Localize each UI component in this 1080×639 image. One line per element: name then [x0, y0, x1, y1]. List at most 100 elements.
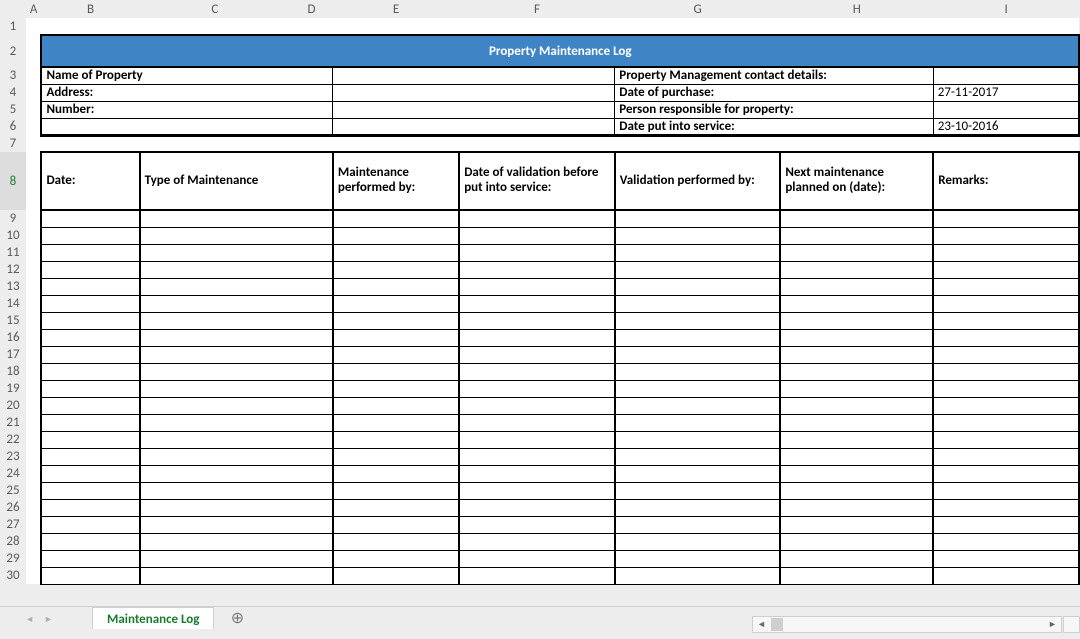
- column-header-F[interactable]: F: [459, 0, 615, 18]
- log-cell-r17-c1[interactable]: [140, 346, 333, 363]
- info-left-value-4[interactable]: [333, 84, 615, 101]
- info-left-label-3[interactable]: Name of Property: [41, 67, 332, 84]
- log-cell-r18-c3[interactable]: [459, 363, 615, 380]
- log-cell-r13-c3[interactable]: [459, 278, 615, 295]
- info-right-value-3[interactable]: [933, 67, 1079, 84]
- column-header-G[interactable]: G: [615, 0, 781, 18]
- log-cell-r24-c0[interactable]: [41, 465, 139, 482]
- log-cell-r14-c6[interactable]: [933, 295, 1079, 312]
- log-cell-r30-c3[interactable]: [459, 567, 615, 584]
- column-header-C[interactable]: C: [140, 0, 291, 18]
- log-cell-r24-c5[interactable]: [780, 465, 933, 482]
- info-left-label-5[interactable]: Number:: [41, 101, 332, 118]
- log-cell-r30-c1[interactable]: [140, 567, 333, 584]
- log-cell-r20-c5[interactable]: [780, 397, 933, 414]
- log-cell-r26-c3[interactable]: [459, 499, 615, 516]
- log-cell-r9-c0[interactable]: [41, 210, 139, 227]
- log-header-4[interactable]: Validation performed by:: [615, 152, 781, 210]
- log-header-1[interactable]: Type of Maintenance: [140, 152, 333, 210]
- log-cell-r17-c4[interactable]: [615, 346, 781, 363]
- log-cell-r24-c3[interactable]: [459, 465, 615, 482]
- cell-A15[interactable]: [26, 312, 42, 329]
- column-header-B[interactable]: B: [41, 0, 139, 18]
- log-cell-r12-c3[interactable]: [459, 261, 615, 278]
- log-cell-r11-c5[interactable]: [780, 244, 933, 261]
- log-cell-r19-c1[interactable]: [140, 380, 333, 397]
- row-header-3[interactable]: 3: [0, 67, 26, 84]
- info-right-value-5[interactable]: [933, 101, 1079, 118]
- log-cell-r26-c6[interactable]: [933, 499, 1079, 516]
- cell-A23[interactable]: [26, 448, 42, 465]
- log-cell-r20-c1[interactable]: [140, 397, 333, 414]
- log-cell-r12-c4[interactable]: [615, 261, 781, 278]
- log-cell-r15-c5[interactable]: [780, 312, 933, 329]
- log-cell-r15-c2[interactable]: [333, 312, 459, 329]
- log-cell-r9-c5[interactable]: [780, 210, 933, 227]
- row-header-26[interactable]: 26: [0, 499, 26, 516]
- log-cell-r26-c4[interactable]: [615, 499, 781, 516]
- cell-A22[interactable]: [26, 431, 42, 448]
- log-cell-r15-c1[interactable]: [140, 312, 333, 329]
- blank-row-1[interactable]: [41, 18, 1079, 35]
- log-cell-r21-c2[interactable]: [333, 414, 459, 431]
- log-cell-r28-c5[interactable]: [780, 533, 933, 550]
- log-cell-r20-c0[interactable]: [41, 397, 139, 414]
- row-header-22[interactable]: 22: [0, 431, 26, 448]
- log-cell-r17-c2[interactable]: [333, 346, 459, 363]
- log-cell-r21-c3[interactable]: [459, 414, 615, 431]
- cell-A12[interactable]: [26, 261, 42, 278]
- log-cell-r11-c4[interactable]: [615, 244, 781, 261]
- column-header-A[interactable]: A: [26, 0, 42, 18]
- log-cell-r25-c5[interactable]: [780, 482, 933, 499]
- log-cell-r30-c6[interactable]: [933, 567, 1079, 584]
- log-cell-r13-c6[interactable]: [933, 278, 1079, 295]
- log-cell-r17-c5[interactable]: [780, 346, 933, 363]
- log-cell-r14-c4[interactable]: [615, 295, 781, 312]
- scroll-right-icon[interactable]: ►: [1044, 617, 1061, 632]
- cell-A18[interactable]: [26, 363, 42, 380]
- log-cell-r9-c1[interactable]: [140, 210, 333, 227]
- log-cell-r14-c5[interactable]: [780, 295, 933, 312]
- log-cell-r29-c1[interactable]: [140, 550, 333, 567]
- log-cell-r27-c0[interactable]: [41, 516, 139, 533]
- cell-A1[interactable]: [26, 18, 42, 35]
- cell-A30[interactable]: [26, 567, 42, 584]
- log-cell-r9-c4[interactable]: [615, 210, 781, 227]
- cell-A11[interactable]: [26, 244, 42, 261]
- log-cell-r28-c4[interactable]: [615, 533, 781, 550]
- log-cell-r29-c5[interactable]: [780, 550, 933, 567]
- info-left-value-3[interactable]: [333, 67, 615, 84]
- log-cell-r21-c5[interactable]: [780, 414, 933, 431]
- row-header-24[interactable]: 24: [0, 465, 26, 482]
- log-cell-r30-c4[interactable]: [615, 567, 781, 584]
- row-header-4[interactable]: 4: [0, 84, 26, 101]
- cell-A2[interactable]: [26, 35, 42, 67]
- log-cell-r11-c3[interactable]: [459, 244, 615, 261]
- log-cell-r10-c4[interactable]: [615, 227, 781, 244]
- log-cell-r24-c4[interactable]: [615, 465, 781, 482]
- log-cell-r22-c6[interactable]: [933, 431, 1079, 448]
- info-right-value-4[interactable]: 27-11-2017: [933, 84, 1079, 101]
- log-cell-r13-c0[interactable]: [41, 278, 139, 295]
- log-cell-r23-c2[interactable]: [333, 448, 459, 465]
- row-header-15[interactable]: 15: [0, 312, 26, 329]
- cell-A9[interactable]: [26, 210, 42, 227]
- log-cell-r27-c1[interactable]: [140, 516, 333, 533]
- log-cell-r16-c5[interactable]: [780, 329, 933, 346]
- log-cell-r23-c5[interactable]: [780, 448, 933, 465]
- log-cell-r28-c2[interactable]: [333, 533, 459, 550]
- column-header-E[interactable]: E: [333, 0, 459, 18]
- add-sheet-button[interactable]: ⊕: [224, 607, 250, 629]
- row-header-5[interactable]: 5: [0, 101, 26, 118]
- log-cell-r29-c3[interactable]: [459, 550, 615, 567]
- log-cell-r25-c6[interactable]: [933, 482, 1079, 499]
- log-cell-r22-c3[interactable]: [459, 431, 615, 448]
- log-cell-r19-c4[interactable]: [615, 380, 781, 397]
- column-header-row[interactable]: ABCDEFGHI: [0, 0, 1079, 18]
- cell-A16[interactable]: [26, 329, 42, 346]
- cell-A8[interactable]: [26, 152, 42, 210]
- log-cell-r29-c4[interactable]: [615, 550, 781, 567]
- sheet-nav-buttons[interactable]: ◄ ►: [16, 607, 62, 631]
- log-cell-r14-c1[interactable]: [140, 295, 333, 312]
- row-header-13[interactable]: 13: [0, 278, 26, 295]
